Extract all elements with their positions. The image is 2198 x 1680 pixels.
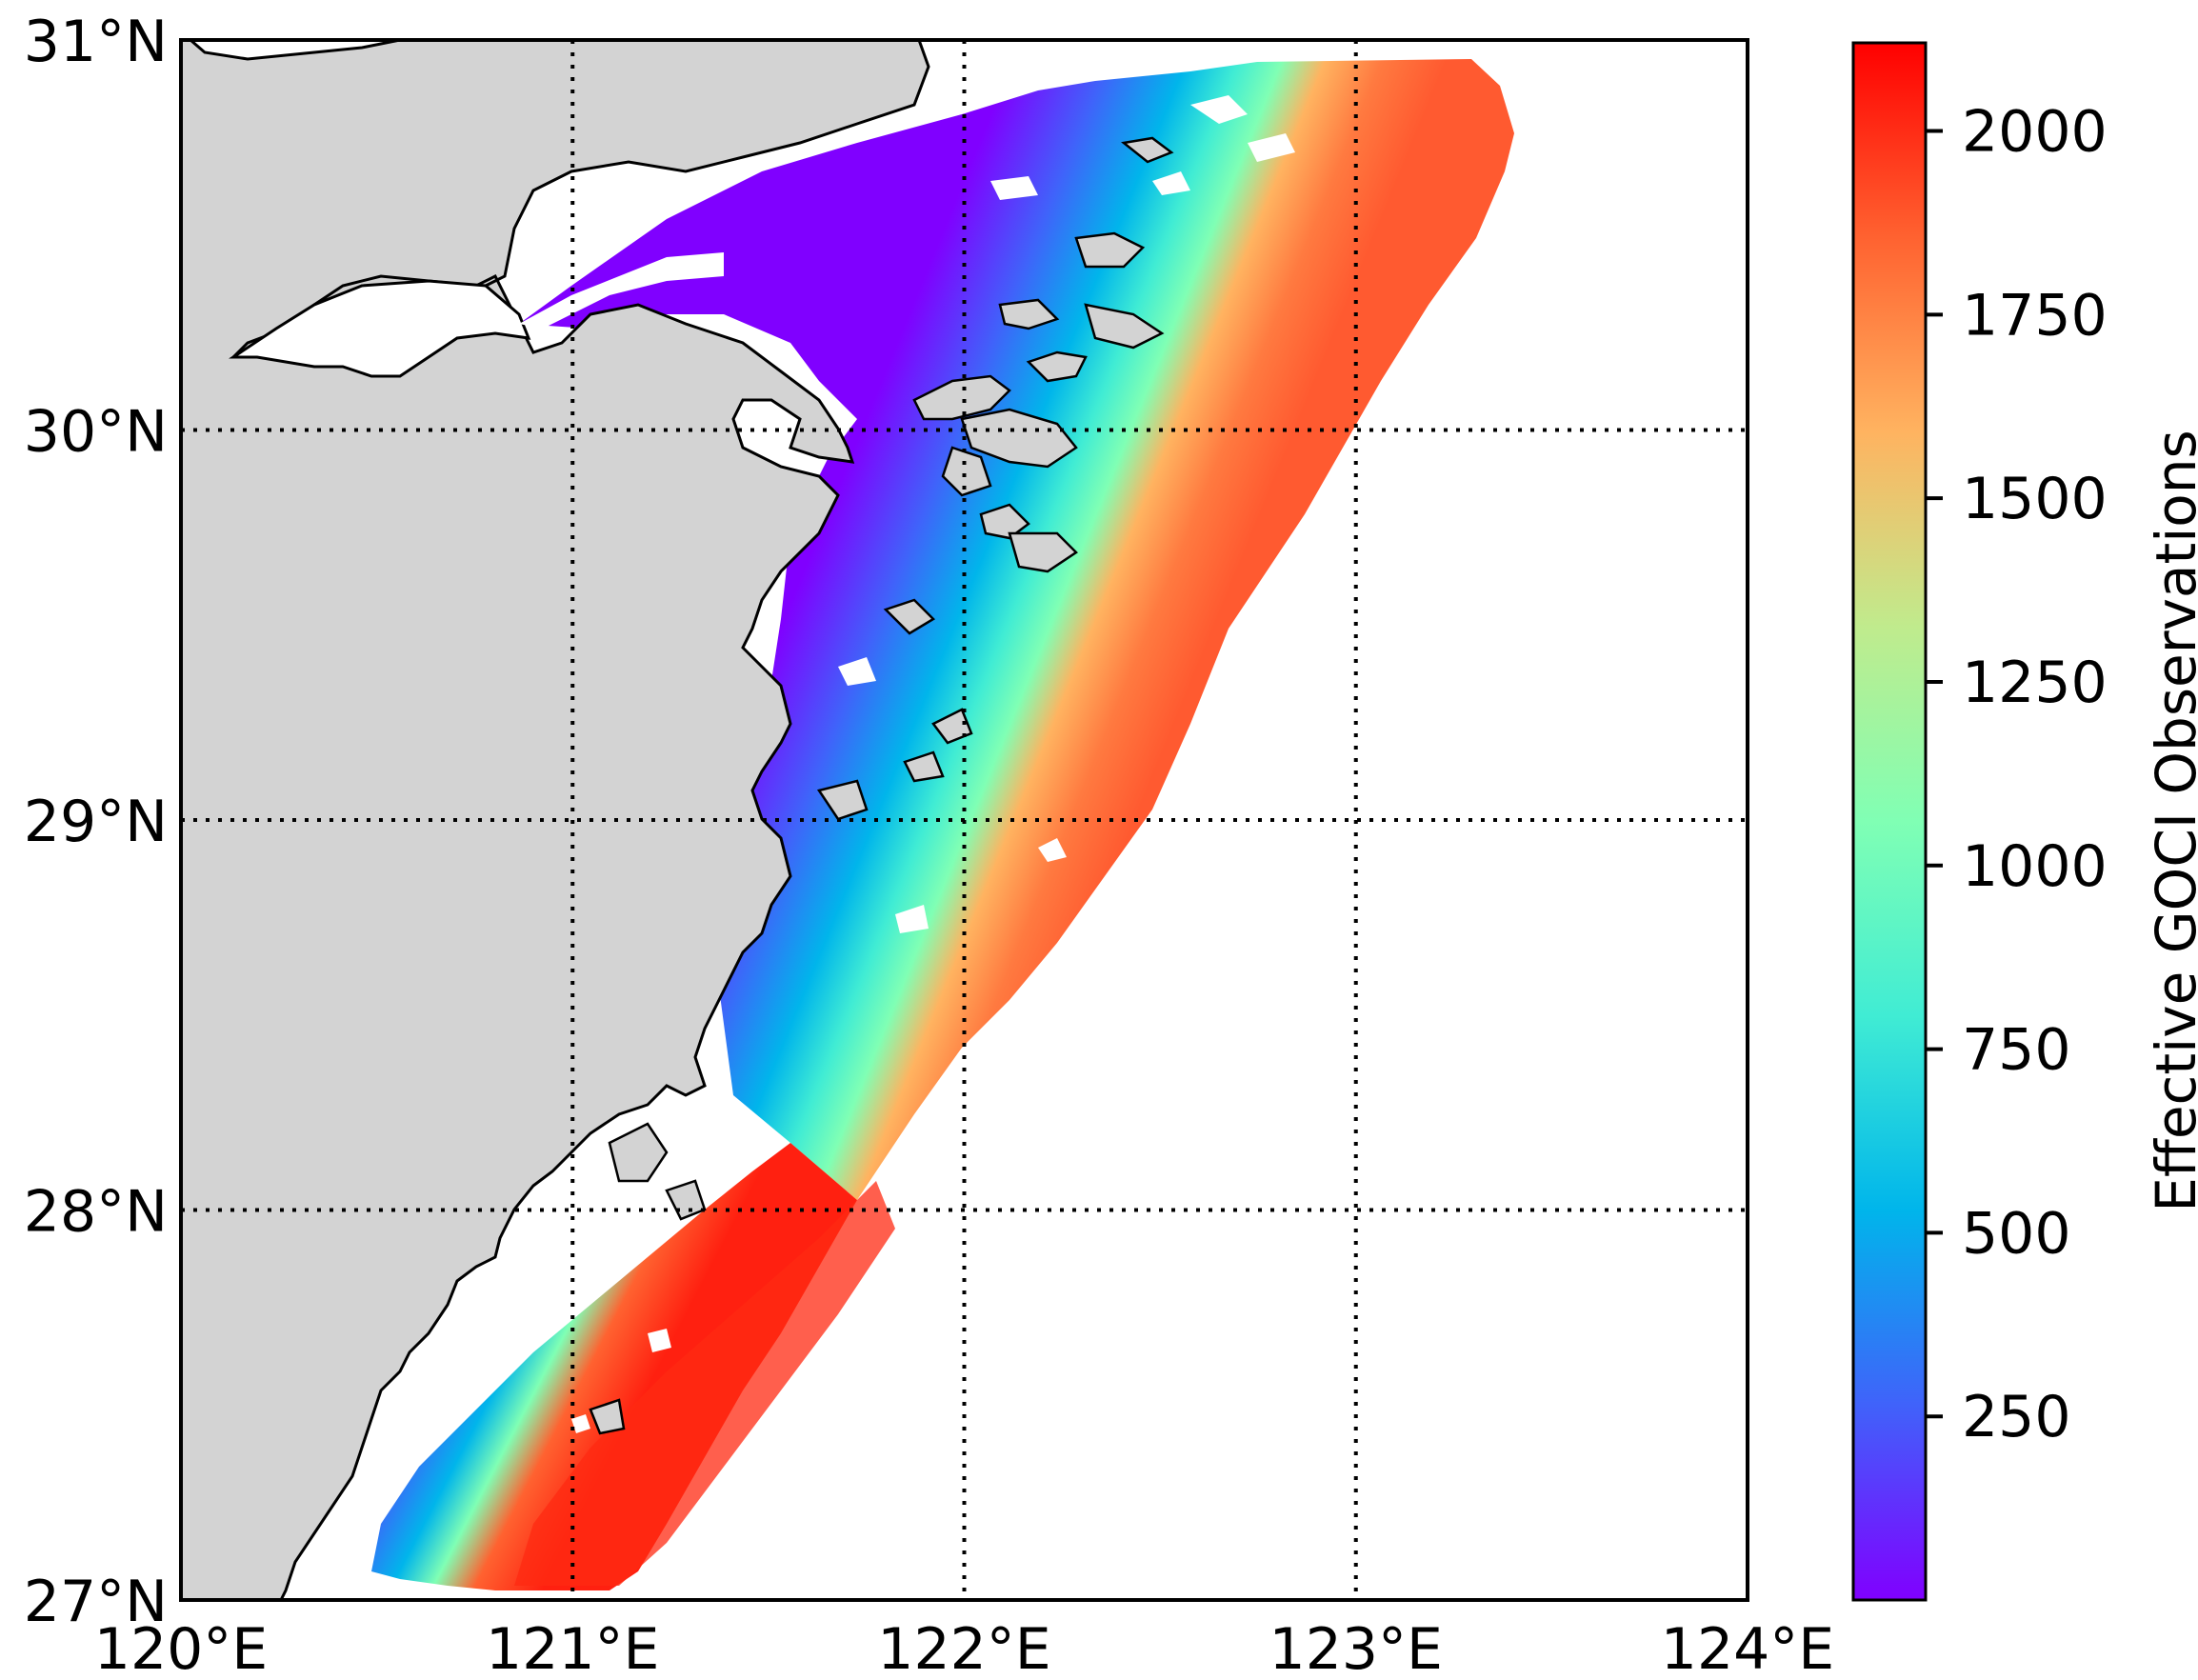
colorbar-ticks: 250 500 750 1000 1250 1500 1750 2000 [1926, 99, 2108, 1450]
y-tick-label: 31°N [24, 9, 168, 75]
estuary-coast-ribbon [519, 252, 724, 329]
observation-swath-south [371, 1143, 857, 1590]
x-tick-label: 123°E [1269, 1616, 1443, 1680]
y-tick-label: 27°N [24, 1569, 168, 1635]
x-tick-label: 122°E [877, 1616, 1050, 1680]
colorbar-tick-label: 1250 [1962, 650, 2108, 716]
hangzhou-bay-nodata [229, 279, 531, 378]
colorbar-tick-label: 1000 [1962, 833, 2108, 900]
colorbar-tick-label: 750 [1962, 1017, 2071, 1084]
colorbar-label: Effective GOCI Observations [2144, 430, 2198, 1212]
colorbar-tick-label: 2000 [1962, 99, 2108, 166]
colorbar: 250 500 750 1000 1250 1500 1750 2000 Effective … [1851, 41, 2198, 1602]
y-tick-labels: 27°N 28°N 29°N 30°N 31°N [24, 9, 168, 1635]
colorbar-bar [1851, 41, 1928, 1602]
colorbar-tick-label: 250 [1962, 1384, 2071, 1450]
y-tick-label: 28°N [24, 1179, 168, 1246]
island-group [589, 136, 1174, 1435]
x-tick-labels: 120°E 121°E 122°E 123°E 124°E [94, 1616, 1834, 1680]
x-tick-label: 124°E [1661, 1616, 1834, 1680]
map-frame [179, 38, 1749, 1602]
high-count-core [514, 1181, 895, 1586]
colorbar-tick-label: 1750 [1962, 282, 2108, 349]
y-tick-label: 29°N [24, 789, 168, 855]
y-tick-label: 30°N [24, 399, 168, 466]
x-tick-label: 120°E [94, 1616, 268, 1680]
colorbar-tick-label: 1500 [1962, 466, 2108, 532]
x-tick-label: 121°E [486, 1616, 659, 1680]
nodata-patches [571, 95, 1295, 1433]
colorbar-tick-label: 500 [1962, 1200, 2071, 1267]
gridlines [181, 40, 1748, 1600]
